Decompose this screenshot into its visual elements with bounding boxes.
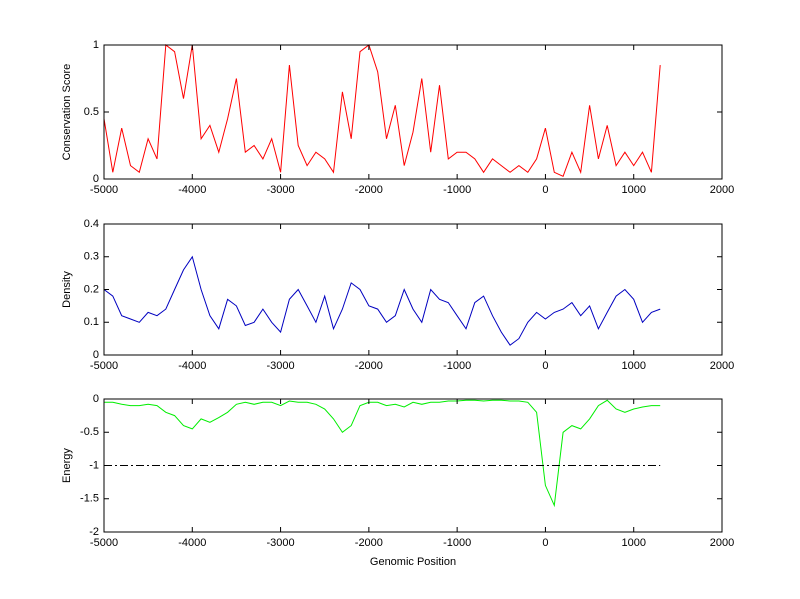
x-tick-label: -2000 <box>355 184 383 196</box>
x-tick-label: -3000 <box>267 537 295 549</box>
x-tick-label: 0 <box>542 537 548 549</box>
y-axis-label: Conservation Score <box>61 64 73 161</box>
y-tick-label: -2 <box>89 526 99 538</box>
y-tick-label: -0.5 <box>80 426 99 438</box>
x-tick-label: -1000 <box>443 184 471 196</box>
x-tick-label: 2000 <box>710 537 734 549</box>
x-tick-label: 2000 <box>710 184 734 196</box>
x-tick-label: 0 <box>542 184 548 196</box>
y-tick-label: 0.3 <box>84 251 99 263</box>
y-axis-label: Density <box>61 271 73 308</box>
y-tick-label: 0 <box>93 173 99 185</box>
y-tick-label: 0.2 <box>84 283 99 295</box>
y-tick-label: 0.1 <box>84 316 99 328</box>
x-tick-label: -5000 <box>90 537 118 549</box>
x-tick-label: 2000 <box>710 360 734 372</box>
y-tick-label: 0.4 <box>84 218 99 230</box>
x-tick-label: 1000 <box>621 537 645 549</box>
y-axis-label: Energy <box>61 448 73 483</box>
x-tick-label: 0 <box>542 360 548 372</box>
x-tick-label: -2000 <box>355 360 383 372</box>
x-tick-label: -2000 <box>355 537 383 549</box>
y-tick-label: -1 <box>89 459 99 471</box>
data-line <box>104 399 661 508</box>
x-tick-label: -5000 <box>90 184 118 196</box>
x-tick-label: -4000 <box>178 537 206 549</box>
x-axis-label: Genomic Position <box>370 556 456 568</box>
data-line <box>103 255 661 346</box>
x-tick-label: -5000 <box>90 360 118 372</box>
axes-background <box>104 224 722 355</box>
x-tick-label: -3000 <box>267 360 295 372</box>
x-tick-label: -1000 <box>443 360 471 372</box>
y-tick-label: -1.5 <box>80 493 99 505</box>
axes-background <box>104 45 722 179</box>
x-tick-label: -4000 <box>178 360 206 372</box>
x-tick-label: -4000 <box>178 184 206 196</box>
x-tick-label: -3000 <box>267 184 295 196</box>
x-tick-label: -1000 <box>443 537 471 549</box>
data-line <box>103 44 661 177</box>
y-tick-label: 0 <box>93 349 99 361</box>
y-tick-label: 0 <box>93 393 99 405</box>
x-tick-label: 1000 <box>621 184 645 196</box>
x-tick-label: 1000 <box>621 360 645 372</box>
y-tick-label: 0.5 <box>84 106 99 118</box>
y-tick-label: 1 <box>93 39 99 51</box>
